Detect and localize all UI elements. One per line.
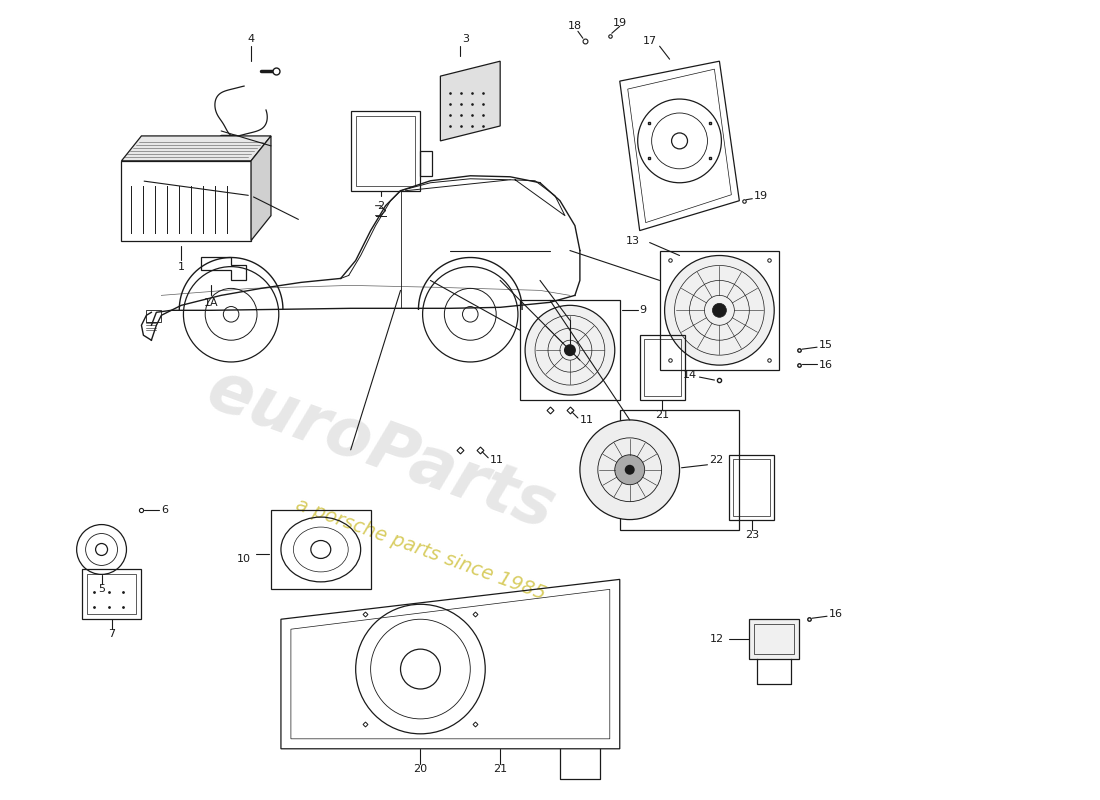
Text: 21: 21	[493, 764, 507, 774]
Polygon shape	[440, 61, 500, 141]
Text: 11: 11	[491, 454, 504, 465]
Text: 22: 22	[710, 454, 724, 465]
Bar	[87, 574, 136, 614]
Bar	[420, 151, 432, 176]
Text: 1A: 1A	[204, 298, 219, 308]
Text: 12: 12	[711, 634, 725, 644]
Text: 21: 21	[654, 410, 669, 420]
Text: 10: 10	[236, 554, 251, 565]
Bar	[640, 335, 684, 400]
Circle shape	[625, 465, 635, 474]
Bar	[749, 619, 799, 659]
Circle shape	[564, 344, 576, 356]
Text: 19: 19	[613, 18, 627, 28]
Circle shape	[664, 255, 774, 365]
Text: 4: 4	[248, 34, 254, 44]
Bar	[355, 116, 416, 186]
Bar	[81, 570, 142, 619]
Text: 7: 7	[108, 629, 115, 639]
Circle shape	[713, 303, 726, 318]
Bar	[351, 111, 420, 190]
Bar	[619, 410, 739, 530]
Bar	[146, 310, 162, 322]
Text: 13: 13	[626, 235, 640, 246]
Text: 6: 6	[162, 505, 168, 514]
Bar	[520, 300, 619, 400]
Polygon shape	[251, 136, 271, 241]
Bar	[734, 458, 770, 515]
Bar	[729, 455, 774, 519]
Text: 16: 16	[820, 360, 833, 370]
Text: 16: 16	[829, 610, 843, 619]
Text: 15: 15	[820, 340, 833, 350]
Text: 1: 1	[178, 262, 185, 273]
Bar	[644, 339, 681, 396]
Text: 19: 19	[755, 190, 769, 201]
Text: 11: 11	[580, 415, 594, 425]
Polygon shape	[121, 136, 271, 161]
Text: 14: 14	[682, 370, 696, 380]
Bar	[121, 161, 251, 241]
Text: 2: 2	[377, 201, 384, 210]
Bar	[660, 250, 779, 370]
Circle shape	[525, 306, 615, 395]
Text: 17: 17	[642, 36, 657, 46]
Bar	[755, 624, 794, 654]
Text: 18: 18	[568, 22, 582, 31]
Circle shape	[615, 455, 645, 485]
Text: 23: 23	[745, 530, 759, 539]
Text: 9: 9	[640, 306, 647, 315]
Text: euroParts: euroParts	[198, 356, 563, 543]
Text: a porsche parts since 1985: a porsche parts since 1985	[293, 495, 548, 604]
Text: 20: 20	[414, 764, 428, 774]
Text: 5: 5	[98, 584, 106, 594]
Circle shape	[580, 420, 680, 519]
Text: 3: 3	[462, 34, 469, 44]
